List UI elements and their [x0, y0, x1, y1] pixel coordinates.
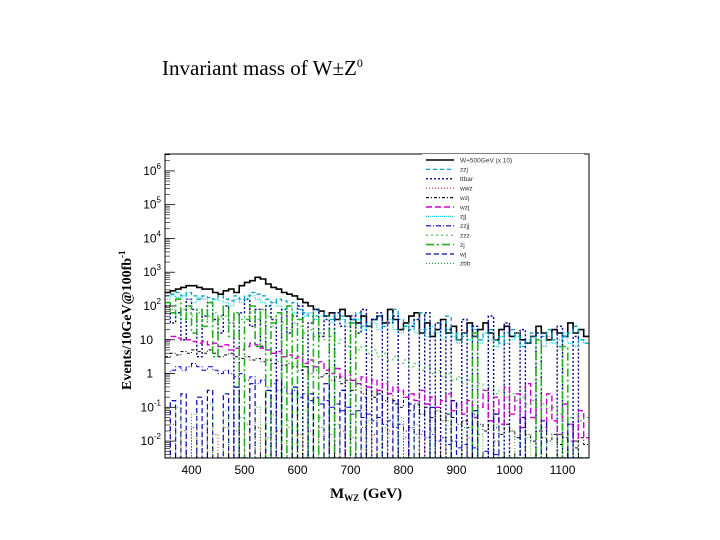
slide-title: Invariant mass of W±Z0 — [162, 56, 363, 81]
legend-label-3: wwz — [459, 186, 473, 193]
x-tick-label-1100: 1100 — [550, 463, 576, 477]
legend-label-6: zjj — [460, 214, 466, 221]
series-8-histogram — [165, 308, 589, 422]
y-tick-label-6: 106 — [143, 162, 161, 178]
legend: W+500GeV (x 10) zzj ttbar wwz wzj wzj zjj zzjj z… — [422, 154, 584, 271]
x-tick-label-1000: 1000 — [496, 463, 523, 477]
x-tick-label-400: 400 — [181, 463, 201, 477]
y-tick-label-0: 1 — [146, 367, 153, 381]
series-10-histogram — [165, 379, 589, 458]
series-6-histogram — [165, 295, 589, 347]
legend-label-8: zzz — [460, 233, 470, 240]
x-tick-label-600: 600 — [287, 463, 307, 477]
series-1-histogram — [165, 291, 589, 348]
y-tick-label--2: 10-2 — [141, 432, 162, 448]
x-tick-label-900: 900 — [446, 463, 466, 477]
legend-label-10: wj — [459, 251, 466, 258]
plot-area: 400 500 600 700 800 900 1000 1100 10-2 10-1 1 10 102… — [117, 153, 590, 503]
title-main: Invariant mass of W — [162, 56, 333, 80]
series-group — [165, 276, 589, 458]
x-tick-label-500: 500 — [234, 463, 254, 477]
x-tick-label-800: 800 — [393, 463, 413, 477]
legend-label-9: zj — [460, 242, 465, 249]
legend-label-2: ttbar — [460, 176, 474, 183]
legend-background — [422, 154, 584, 271]
legend-label-5: wzj — [459, 204, 469, 211]
series-4-histogram — [165, 349, 589, 449]
y-tick-label-5: 105 — [143, 196, 161, 212]
title-pm: ± — [332, 56, 345, 80]
title-z: Z — [344, 56, 357, 80]
y-tick-label-2: 102 — [143, 297, 161, 313]
x-axis-label: MWZ (GeV) — [330, 486, 402, 503]
y-tick-label-1: 10 — [140, 333, 154, 347]
y-tick-label-3: 103 — [143, 263, 161, 279]
y-tick-label--1: 10-1 — [141, 398, 162, 414]
y-axis-label: Events/10GeV@100fb-1 — [117, 250, 135, 390]
legend-label-1: zzj — [460, 167, 468, 174]
y-tick-label-4: 104 — [143, 229, 161, 245]
legend-label-11: zbb — [460, 261, 471, 268]
legend-label-4: wzj — [459, 195, 469, 202]
series-9-histogram — [165, 298, 589, 458]
legend-label-0: W+500GeV (x 10) — [460, 157, 512, 164]
title-superscript: 0 — [356, 56, 363, 70]
legend-label-7: zzjj — [460, 223, 469, 230]
x-tick-label-700: 700 — [340, 463, 360, 477]
